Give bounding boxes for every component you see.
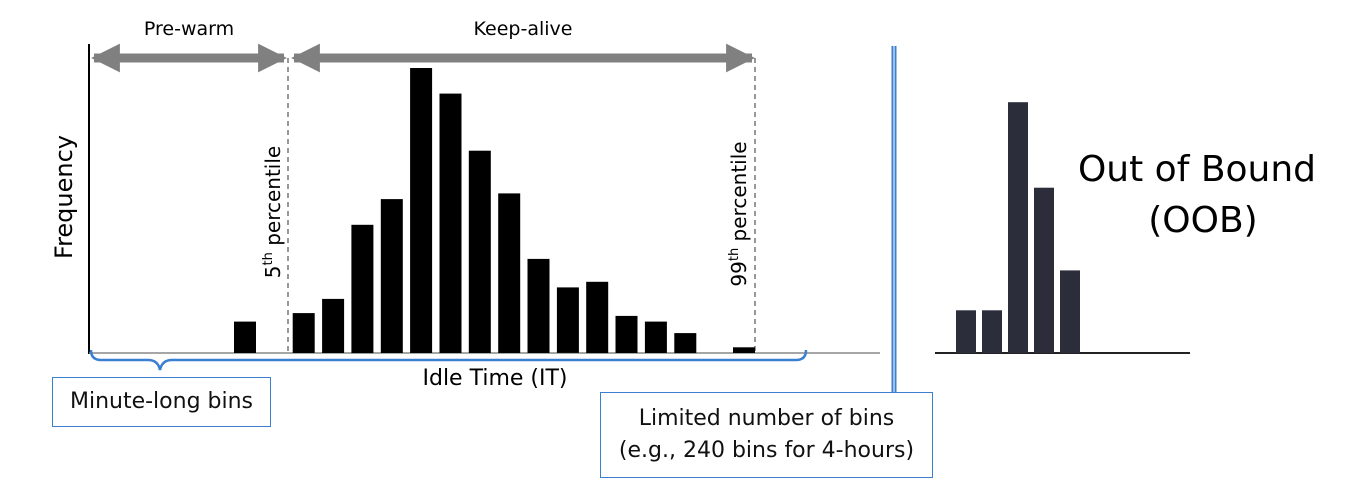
keepalive-label: Keep-alive xyxy=(474,18,573,40)
percentile-99-word: percentile xyxy=(727,141,751,247)
histogram-bar xyxy=(586,281,609,354)
percentile-5-word: percentile xyxy=(261,146,285,252)
prewarm-label: Pre-warm xyxy=(144,18,234,40)
percentile-99-number: 99 xyxy=(727,261,751,286)
histogram-bar xyxy=(468,150,491,353)
histogram-bar xyxy=(615,315,638,353)
percentile-5-label: 5th percentile xyxy=(261,146,285,278)
histogram-bar xyxy=(410,68,433,353)
oob-title-line1: Out of Bound xyxy=(1078,149,1316,190)
x-axis-label: Idle Time (IT) xyxy=(422,366,567,391)
percentile-99-label: 99th percentile xyxy=(727,141,751,286)
minute-long-bins-label: Minute-long bins xyxy=(69,389,254,414)
histogram-bar xyxy=(556,287,579,353)
histogram-bar xyxy=(322,298,345,353)
oob-histogram xyxy=(956,102,1080,354)
main-histogram xyxy=(234,68,755,354)
percentile-99-suffix: th xyxy=(727,248,742,261)
oob-bar xyxy=(956,310,976,354)
oob-title-line2: (OOB) xyxy=(1148,200,1257,241)
histogram-bar xyxy=(439,93,462,353)
percentile-5-number: 5 xyxy=(261,266,285,279)
oob-bar xyxy=(1034,187,1054,353)
histogram-bar xyxy=(644,321,667,353)
histogram-bar xyxy=(674,333,697,354)
limited-bins-box: Limited number of bins (e.g., 240 bins f… xyxy=(600,392,933,478)
histogram-bar xyxy=(234,321,256,353)
limited-bins-line2: (e.g., 240 bins for 4-hours) xyxy=(618,438,915,463)
oob-bar xyxy=(1008,102,1028,353)
histogram-bar xyxy=(498,193,521,353)
limited-bins-line1: Limited number of bins xyxy=(638,406,895,431)
histogram-bar xyxy=(380,199,403,353)
y-axis-label: Frequency xyxy=(50,135,78,259)
minute-long-bins-box: Minute-long bins xyxy=(52,377,271,427)
oob-bar xyxy=(1060,270,1080,353)
histogram-bar xyxy=(351,224,374,354)
histogram-bar xyxy=(527,258,550,353)
histogram-bar xyxy=(733,347,755,353)
histogram-bar xyxy=(292,313,315,353)
oob-bar xyxy=(982,310,1002,354)
bins-brace xyxy=(89,349,808,371)
percentile-5-suffix: th xyxy=(261,252,276,265)
